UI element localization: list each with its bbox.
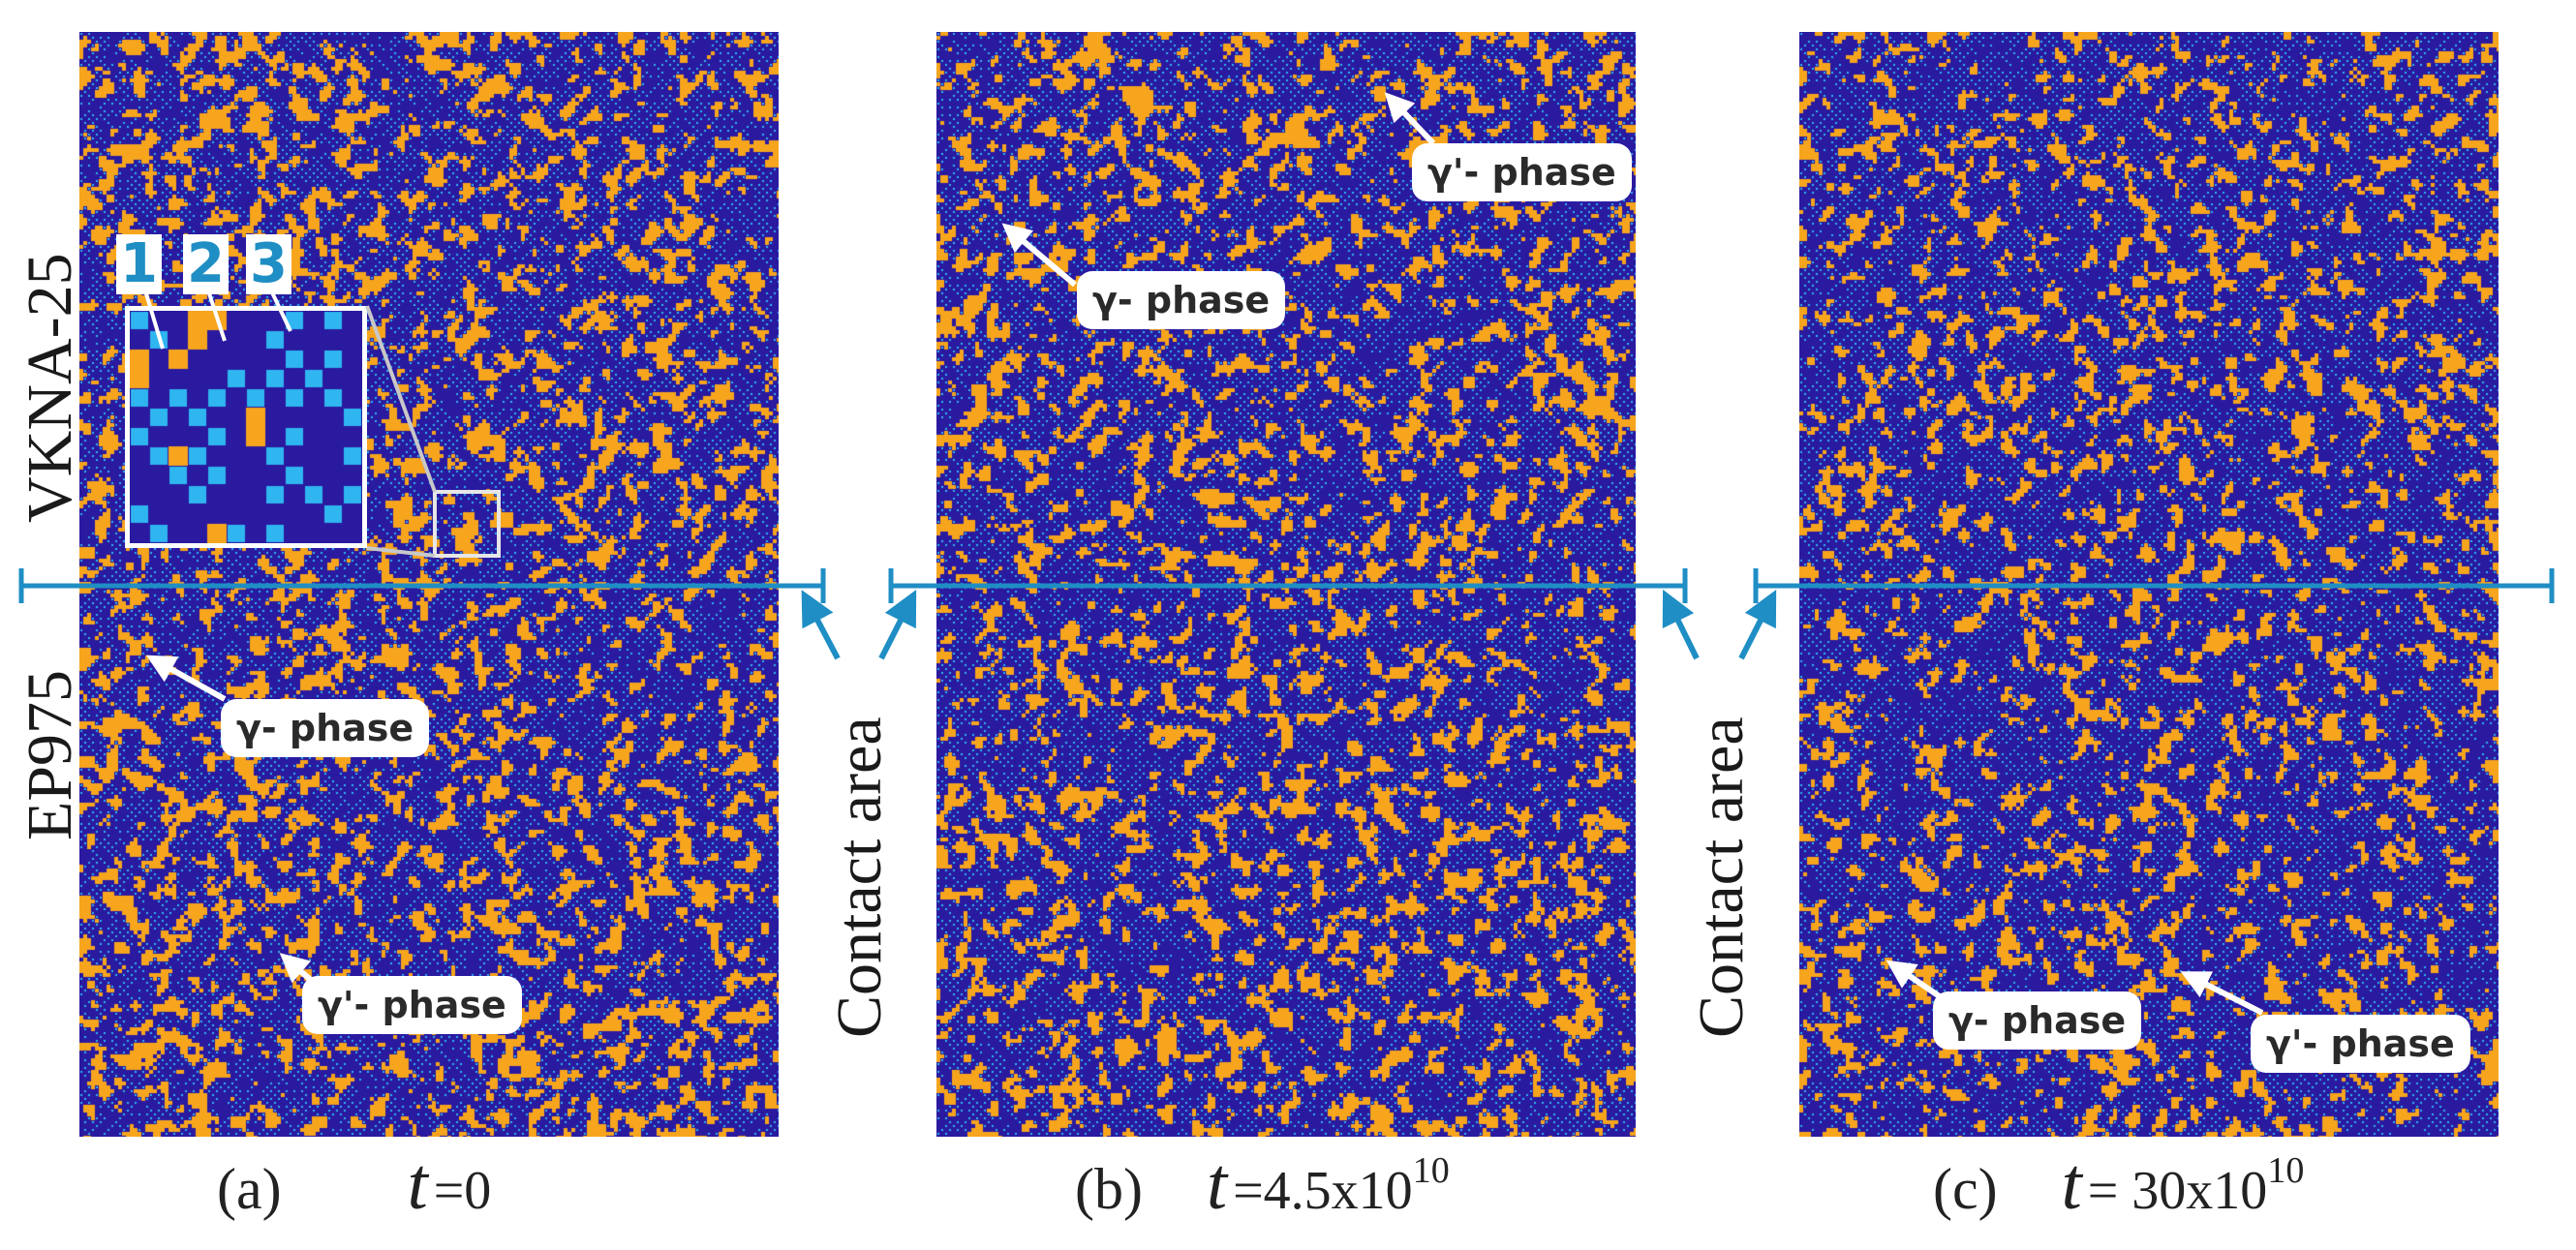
caption-c-letter: (c) xyxy=(1933,1157,1998,1221)
phase-label-b-gamma: γ- phase xyxy=(1077,271,1286,329)
phase-label-a-gamma: γ- phase xyxy=(221,699,430,757)
phase-label-a-gamma-prime: γ'- phase xyxy=(302,976,522,1034)
contact-arrows xyxy=(801,589,1777,660)
caption-b-letter: (b) xyxy=(1075,1157,1143,1221)
caption-c: (c) t = 30x1010 xyxy=(1933,1143,2304,1227)
contact-area-label-1: Contact area xyxy=(824,716,895,1038)
phase-label-c-gamma: γ- phase xyxy=(1933,991,2142,1050)
inset-zoom xyxy=(125,306,367,548)
zoom-connectors xyxy=(365,305,501,558)
caption-b-value: =4.5x10 xyxy=(1233,1161,1413,1221)
phase-label-c-gamma-prime: γ'- phase xyxy=(2251,1015,2470,1073)
caption-c-exponent: 10 xyxy=(2267,1150,2305,1191)
caption-c-value: = 30x10 xyxy=(2087,1161,2268,1221)
inset-number-pointers xyxy=(143,290,292,350)
caption-c-t: t xyxy=(2061,1143,2082,1225)
inset-number-2: 2 xyxy=(183,234,229,294)
inset-number-1: 1 xyxy=(116,234,162,294)
contact-line-a xyxy=(18,568,826,603)
caption-a: (a) t =0 xyxy=(217,1143,491,1227)
material-label-bottom: EP975 xyxy=(15,669,85,840)
caption-a-t: t xyxy=(407,1143,428,1225)
caption-b-exponent: 10 xyxy=(1412,1150,1450,1191)
inset-canvas xyxy=(130,311,362,543)
contact-line-b xyxy=(888,568,1688,603)
material-label-top: VKNA-25 xyxy=(15,253,85,523)
caption-a-value: =0 xyxy=(433,1161,492,1221)
contact-line-c xyxy=(1753,568,2555,603)
caption-b-t: t xyxy=(1206,1143,1228,1225)
phase-label-b-gamma-prime: γ'- phase xyxy=(1412,143,1632,201)
inset-number-3: 3 xyxy=(246,234,291,294)
caption-a-letter: (a) xyxy=(217,1157,282,1221)
caption-b: (b) t =4.5x1010 xyxy=(1075,1143,1450,1227)
contact-area-label-2: Contact area xyxy=(1686,716,1757,1038)
